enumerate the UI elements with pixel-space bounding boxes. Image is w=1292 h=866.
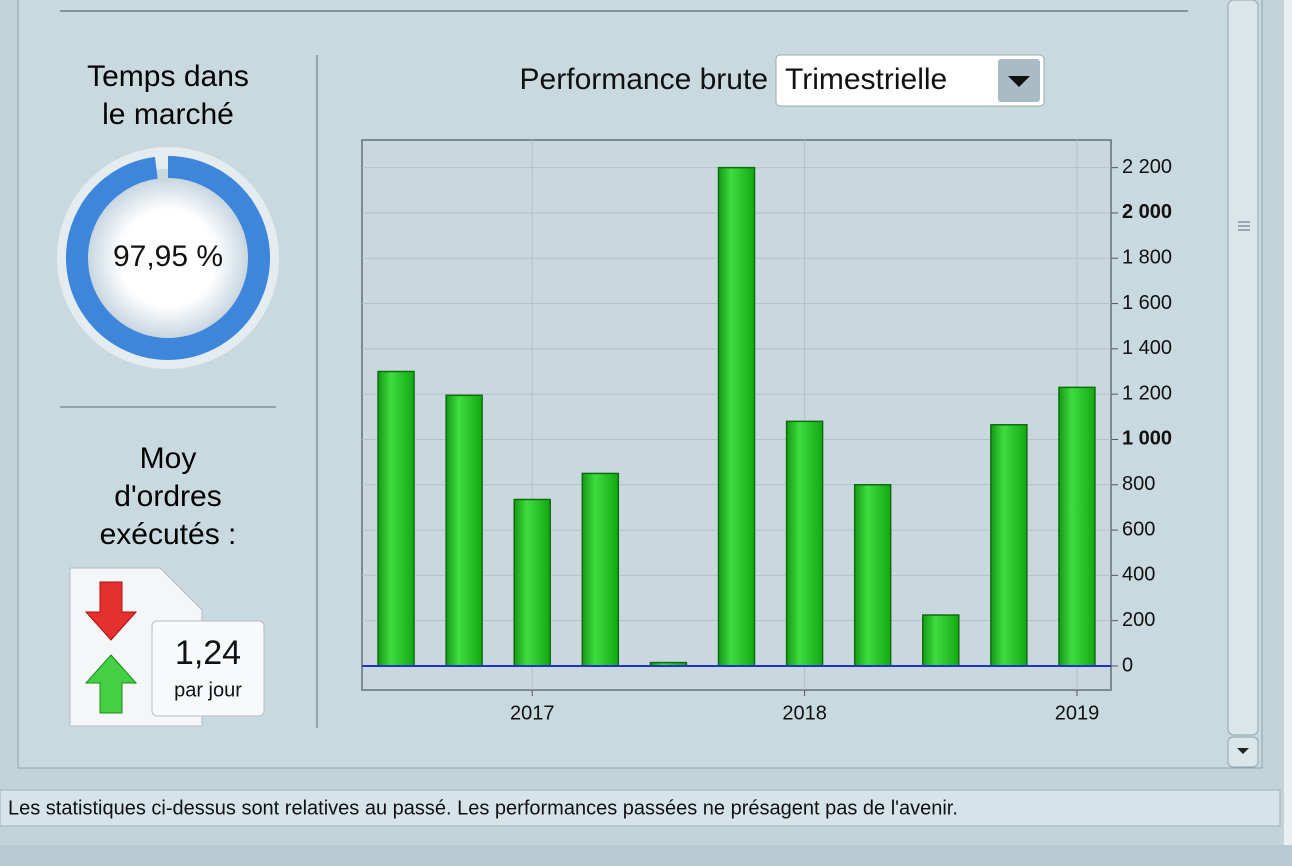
y-tick-label: 1 400: [1122, 337, 1172, 359]
scrollbar[interactable]: [1227, 0, 1259, 736]
x-tick-label: 2017: [510, 702, 555, 724]
orders-box: [151, 620, 265, 717]
footer-bar: [0, 789, 1281, 827]
donut-center: [88, 178, 248, 338]
orders-value: 1,24: [175, 634, 241, 672]
orders-unit: par jour: [174, 679, 242, 701]
y-tick-label: 0: [1122, 654, 1133, 676]
orders-title: Moy d'ordres exécutés :: [99, 442, 237, 551]
bar: [445, 394, 483, 667]
market-title: Temps dans le marché: [87, 60, 249, 131]
arrow-icon: [1008, 76, 1030, 87]
y-tick-label: 800: [1122, 473, 1155, 495]
x-tick-label: 2018: [782, 702, 827, 724]
footer-text: Les statistiques ci-dessus sont relative…: [8, 797, 958, 819]
y-tick-label: 2 000: [1122, 201, 1172, 223]
up-arrow: [84, 654, 138, 714]
bar: [581, 472, 620, 667]
grip: [1238, 221, 1250, 231]
orders-title-box: Moy d'ordres exécutés :: [99, 442, 237, 551]
y-tick-label: 600: [1122, 518, 1155, 540]
edge: [1284, 0, 1292, 866]
bar: [922, 614, 960, 667]
bar: [853, 484, 892, 667]
y-tick-label: 1 800: [1122, 247, 1172, 269]
bar: [513, 498, 551, 667]
bottom-strip: [0, 845, 1292, 866]
period-value: Trimestrielle: [785, 63, 947, 96]
donut-label: 97,95 %: [113, 240, 223, 273]
period-select[interactable]: [775, 54, 1045, 107]
arrow-icon: [1237, 748, 1249, 754]
y-tick-label: 1 600: [1122, 292, 1172, 314]
y-tick-label: 2 200: [1122, 156, 1172, 178]
y-tick-label: 400: [1122, 564, 1155, 586]
bar: [377, 370, 415, 667]
bar: [785, 420, 824, 667]
chart-title: Performance brute: [520, 63, 768, 96]
bar: [717, 166, 756, 667]
y-tick-label: 1 000: [1122, 428, 1172, 450]
bar: [1058, 386, 1096, 667]
y-tick-label: 200: [1122, 609, 1155, 631]
x-tick-label: 2019: [1055, 702, 1100, 724]
bar: [990, 423, 1028, 667]
down-arrow: [84, 581, 138, 641]
market-title-box: Temps dans le marché: [87, 60, 249, 131]
y-tick-label: 1 200: [1122, 382, 1172, 404]
donut-arc: [66, 156, 270, 360]
